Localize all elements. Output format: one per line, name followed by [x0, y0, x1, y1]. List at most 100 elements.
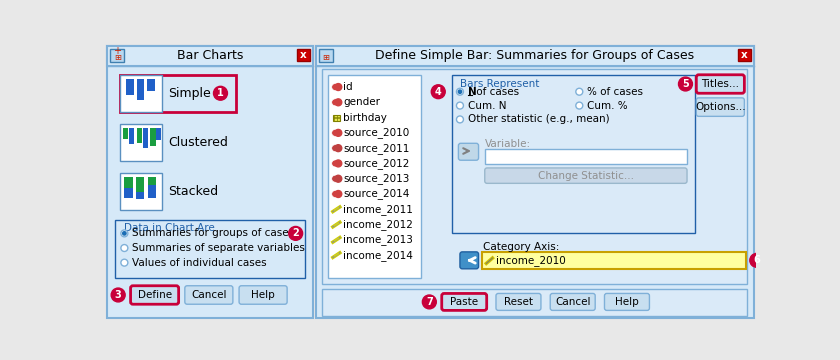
Bar	[108, 45, 312, 318]
Bar	[143, 128, 148, 148]
Circle shape	[431, 85, 445, 99]
Text: Reset: Reset	[504, 297, 533, 307]
Text: ⊞: ⊞	[323, 53, 329, 62]
Text: Cum. N: Cum. N	[468, 100, 507, 111]
Bar	[108, 45, 312, 66]
Circle shape	[332, 129, 339, 136]
Bar	[120, 75, 236, 112]
Circle shape	[123, 232, 126, 235]
Text: 4: 4	[435, 87, 442, 97]
Circle shape	[335, 175, 342, 182]
Text: Paste: Paste	[450, 297, 478, 307]
FancyBboxPatch shape	[496, 293, 541, 310]
Text: 7: 7	[426, 297, 433, 307]
Text: Stacked: Stacked	[169, 185, 218, 198]
Text: Values of individual cases: Values of individual cases	[132, 258, 267, 267]
FancyBboxPatch shape	[696, 75, 744, 93]
Circle shape	[213, 86, 228, 100]
Circle shape	[332, 190, 339, 198]
Text: Cancel: Cancel	[192, 290, 227, 300]
Bar	[316, 45, 753, 318]
Text: 1: 1	[217, 88, 223, 98]
Circle shape	[575, 88, 583, 95]
Text: Define Simple Bar: Summaries for Groups of Cases: Define Simple Bar: Summaries for Groups …	[375, 49, 695, 62]
Bar	[124, 188, 133, 198]
Text: 5: 5	[682, 79, 689, 89]
Circle shape	[289, 226, 302, 240]
Circle shape	[575, 102, 583, 109]
FancyBboxPatch shape	[550, 293, 596, 310]
Text: Cancel: Cancel	[555, 297, 591, 307]
Text: Variable:: Variable:	[485, 139, 531, 149]
Text: income_2013: income_2013	[343, 234, 412, 245]
Text: Options...: Options...	[695, 102, 746, 112]
Text: x: x	[300, 50, 307, 60]
Text: Titles...: Titles...	[701, 79, 739, 89]
Bar	[481, 252, 746, 269]
Text: N: N	[468, 87, 476, 97]
FancyBboxPatch shape	[239, 286, 287, 304]
Bar	[328, 75, 421, 278]
Text: Help: Help	[615, 297, 639, 307]
FancyBboxPatch shape	[442, 293, 486, 310]
Text: ⊞: ⊞	[114, 53, 121, 62]
Text: source_2014: source_2014	[343, 189, 409, 199]
Bar	[150, 128, 155, 146]
Bar	[136, 177, 144, 192]
Text: Simple: Simple	[169, 87, 212, 100]
Bar	[333, 114, 340, 121]
Bar	[120, 173, 162, 210]
Text: Summaries of separate variables: Summaries of separate variables	[132, 243, 305, 253]
Text: gender: gender	[343, 97, 380, 107]
Text: of cases: of cases	[473, 87, 519, 97]
Bar	[297, 49, 310, 61]
Bar	[319, 49, 333, 62]
Text: % of cases: % of cases	[587, 87, 643, 97]
Circle shape	[121, 259, 128, 266]
Bar	[123, 128, 129, 139]
Text: Bar Charts: Bar Charts	[177, 49, 244, 62]
Text: source_2013: source_2013	[343, 173, 409, 184]
Text: x: x	[741, 50, 748, 60]
Circle shape	[459, 90, 462, 93]
Bar	[452, 75, 695, 233]
Circle shape	[750, 253, 764, 267]
FancyBboxPatch shape	[696, 98, 744, 116]
Text: Change Statistic...: Change Statistic...	[538, 171, 634, 181]
Text: income_2014: income_2014	[343, 250, 412, 261]
Circle shape	[332, 145, 339, 152]
Text: income_2010: income_2010	[496, 255, 565, 266]
Bar	[148, 78, 155, 91]
FancyBboxPatch shape	[460, 252, 479, 269]
Text: income_2011: income_2011	[343, 204, 412, 215]
Circle shape	[111, 288, 125, 302]
Bar	[316, 45, 753, 66]
Bar	[120, 75, 162, 112]
Text: Clustered: Clustered	[169, 136, 228, 149]
Bar	[322, 289, 748, 316]
Circle shape	[332, 84, 339, 90]
Bar	[148, 185, 156, 198]
Text: Data in Chart Are: Data in Chart Are	[124, 222, 215, 233]
Text: Help: Help	[251, 290, 275, 300]
Text: 6: 6	[753, 255, 760, 265]
FancyBboxPatch shape	[605, 293, 649, 310]
Circle shape	[456, 116, 464, 123]
Text: +: +	[113, 46, 122, 56]
Bar	[485, 149, 687, 164]
Text: Bars Represent: Bars Represent	[460, 80, 539, 89]
Bar	[115, 220, 305, 278]
Bar	[738, 49, 751, 61]
Text: 2: 2	[292, 228, 299, 238]
Bar	[136, 192, 144, 199]
Circle shape	[423, 295, 436, 309]
FancyBboxPatch shape	[485, 168, 687, 183]
Text: 3: 3	[115, 290, 122, 300]
Circle shape	[335, 99, 342, 106]
Bar	[129, 128, 134, 144]
Circle shape	[335, 129, 342, 136]
Text: source_2011: source_2011	[343, 143, 409, 154]
Text: Cum. %: Cum. %	[587, 100, 627, 111]
Circle shape	[335, 84, 342, 90]
Circle shape	[456, 88, 464, 95]
